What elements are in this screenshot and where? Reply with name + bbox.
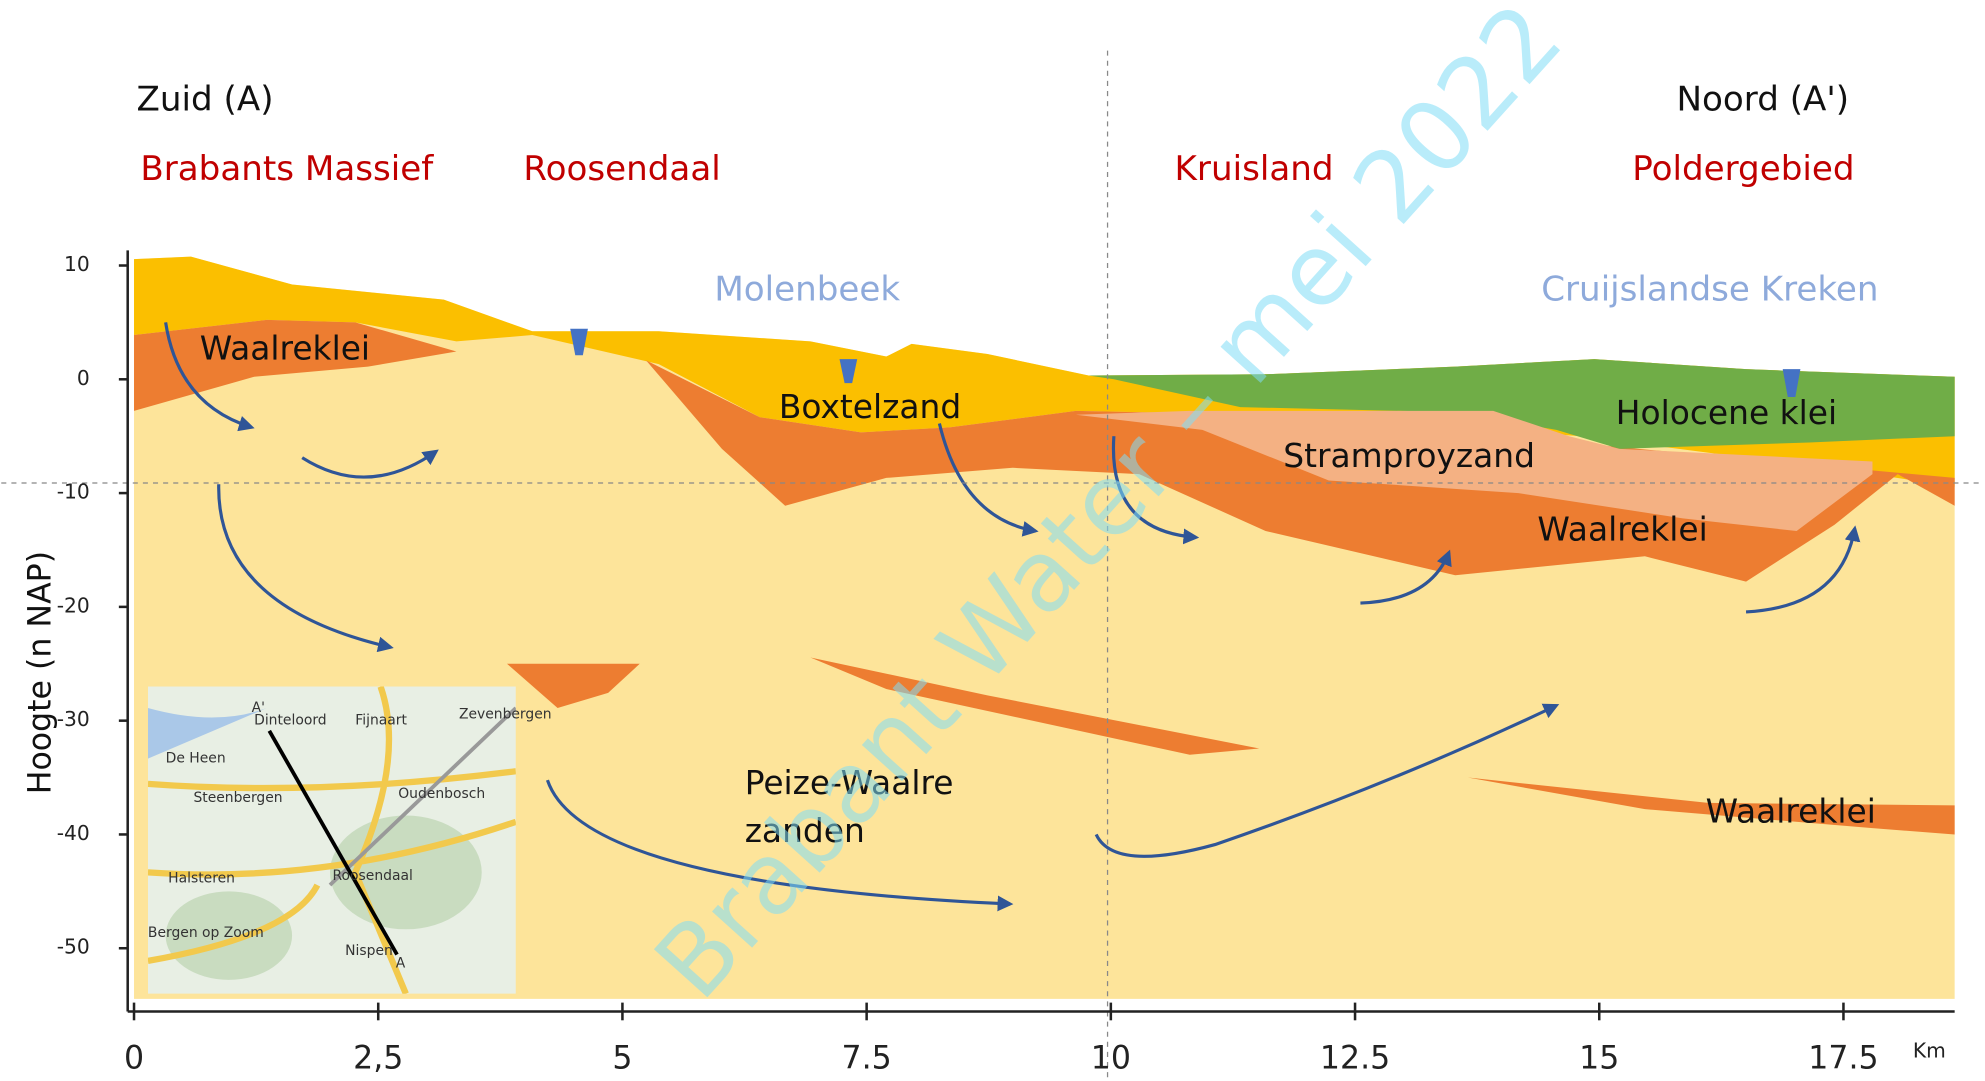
label: Poldergebied [1632,149,1854,189]
y-tick-label: -10 [57,480,90,504]
shape [545,779,1014,912]
label-line: zanden [745,810,865,849]
shape [164,322,255,432]
y-tick-label: -50 [57,935,90,959]
label: Waalreklei [200,329,370,368]
shape [839,359,858,384]
label: Halsteren [168,871,235,887]
label: Waalreklei [1706,791,1876,830]
boxtelzand [646,360,1955,582]
stramproy [1075,410,1873,532]
holocene [1088,359,1955,449]
label: Noord (A') [1677,80,1850,120]
label: Stramproyzand [1283,436,1535,475]
label: A' [252,700,265,716]
x-tick-label: 17.5 [1808,1041,1878,1077]
lens [506,663,640,709]
shape [1094,703,1560,858]
label: Dinteloord [254,713,326,729]
label: Nispen [345,943,393,959]
x-tick-label: 12.5 [1320,1041,1390,1077]
y-tick-label: -40 [57,821,90,845]
label: Zuid (A) [137,80,274,120]
shape [267,729,399,956]
shape [570,328,588,356]
label: Zevenbergen [459,706,552,722]
x-tick-label: 15 [1579,1041,1619,1077]
x-tick-label: 2,5 [353,1041,403,1077]
x-tick-label: 7.5 [842,1041,892,1077]
x-tick-label: 5 [612,1041,632,1077]
label: A [396,955,406,971]
lens [1467,777,1955,835]
x-tick-label: 10 [1091,1041,1131,1077]
label: Km [1913,1038,1946,1062]
label: Roosendaal [333,868,413,884]
flow-arrows [164,322,1861,912]
label: Kruisland [1175,149,1334,189]
shape [147,686,516,994]
label: Molenbeek [714,269,900,309]
streams [570,328,1801,397]
shape [1111,436,1200,545]
shape [328,706,516,887]
label: Waalreklei [1537,510,1707,549]
label: Holocene klei [1616,393,1837,432]
label-line: Peize-Waalre [745,762,954,801]
map-inset [147,686,516,994]
shape [1360,549,1452,605]
label: Cruijslandse Kreken [1541,269,1878,309]
label: Bergen op Zoom [148,925,264,941]
shape [1745,525,1861,614]
label: Peize-Waalre zanden [745,762,954,849]
y-tick-label: -20 [57,593,90,617]
shape [937,423,1039,537]
x-tick-label: 0 [124,1041,144,1077]
y-tick-label: 0 [77,366,90,390]
label: Brabants Massief [140,149,434,189]
label: Roosendaal [523,149,720,189]
y-tick-label: 10 [64,252,90,276]
y-tick-label: -30 [57,707,90,731]
label: Fijnaart [355,713,407,729]
label: Hoogte (n NAP) [23,551,59,794]
label: Steenbergen [193,790,282,806]
shape [1782,369,1801,397]
label: Boxtelzand [779,387,961,426]
shape [217,484,394,653]
lens [810,657,1260,755]
waalreklei-left [134,319,457,411]
shape [165,891,293,980]
label: Oudenbosch [398,786,485,802]
shape [301,449,439,479]
label: De Heen [166,751,226,767]
